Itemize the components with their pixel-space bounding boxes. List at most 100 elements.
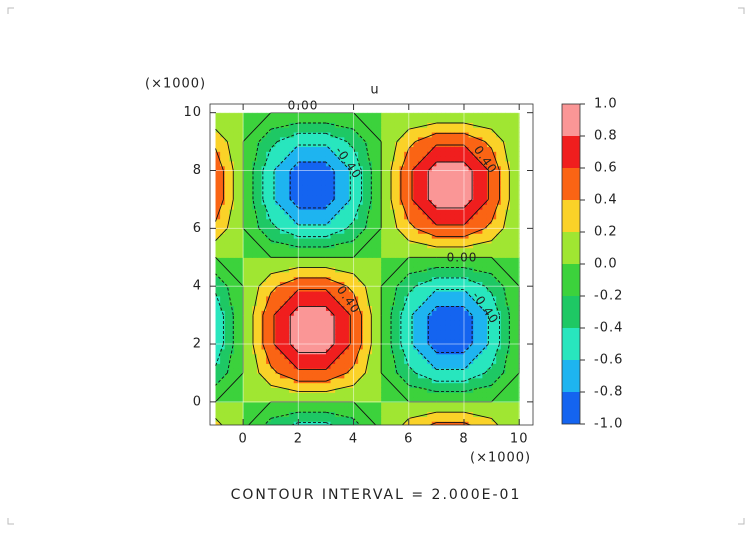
contour-cell: [261, 141, 267, 148]
contour-cell: [247, 305, 253, 311]
contour-cell: [492, 426, 497, 431]
contour-cell: [289, 209, 295, 215]
contour-cell: [289, 189, 295, 196]
contour-cell: [275, 151, 281, 157]
contour-cell: [491, 112, 497, 119]
contour-cell: [312, 406, 318, 413]
contour-cell: [321, 165, 327, 172]
contour-cell: [486, 247, 493, 254]
contour-cell: [427, 189, 433, 196]
contour-cell: [302, 397, 309, 403]
contour-cell: [298, 218, 304, 225]
contour-cell: [293, 160, 299, 167]
contour-cell: [353, 122, 359, 128]
contour-cell: [233, 189, 240, 196]
contour-cell: [477, 372, 483, 379]
contour-cell: [445, 377, 451, 384]
contour-cell: [330, 421, 336, 425]
contour-cell: [312, 411, 318, 417]
contour-cell: [482, 300, 488, 307]
contour-line: [353, 199, 362, 222]
contour-cell: [229, 281, 235, 287]
contour-cell: [427, 223, 433, 229]
contour-cell: [477, 184, 483, 191]
contour-cell: [376, 397, 382, 403]
contour-cell: [431, 324, 437, 331]
contour-cell: [243, 406, 249, 413]
contour-cell: [270, 141, 276, 148]
contour-cell: [293, 281, 299, 287]
contour-cell: [427, 151, 433, 157]
contour-cell: [431, 358, 437, 364]
contour-line: [262, 148, 272, 171]
contour-cell: [247, 324, 253, 331]
contour-cell: [252, 358, 258, 364]
contour-cell: [362, 146, 368, 152]
contour-cell: [482, 397, 488, 403]
contour-cell: [325, 305, 332, 311]
contour-cell: [450, 406, 456, 413]
contour-cell: [252, 247, 258, 254]
contour-cell: [408, 204, 414, 210]
contour-cell: [279, 397, 286, 403]
contour-cell: [289, 184, 295, 191]
contour-cell: [330, 213, 336, 220]
contour-cell: [509, 363, 516, 369]
contour-cell: [404, 319, 410, 326]
contour-cell: [224, 252, 230, 258]
contour-cell: [486, 276, 493, 282]
contour-cell: [270, 237, 276, 244]
contour-cell: [463, 411, 470, 417]
contour-cell: [289, 305, 295, 311]
contour-cell: [270, 276, 276, 282]
contour-cell: [514, 329, 520, 335]
contour-cell: [252, 141, 258, 148]
contour-cell: [279, 122, 286, 128]
contour-cell: [486, 237, 493, 244]
colorbar-swatch: [562, 200, 580, 232]
contour-cell: [509, 112, 516, 119]
contour-cell: [473, 257, 479, 263]
contour-cell: [353, 406, 359, 413]
contour-cell: [302, 300, 309, 307]
contour-cell: [468, 262, 474, 268]
contour-cell: [335, 377, 341, 384]
chart-title: u: [370, 83, 379, 98]
contour-cell: [215, 334, 221, 340]
contour-cell: [298, 372, 304, 379]
contour-cell: [261, 156, 267, 162]
contour-cell: [298, 151, 304, 157]
contour-cell: [243, 319, 249, 326]
contour-cell: [440, 233, 447, 239]
contour-cell: [390, 247, 396, 254]
contour-cell: [482, 295, 488, 302]
contour-cell: [399, 122, 405, 128]
contour-cell: [468, 368, 474, 374]
contour-cell: [224, 348, 230, 355]
contour-cell: [353, 271, 359, 278]
contour-line: [325, 306, 335, 316]
contour-cell: [500, 276, 506, 282]
contour-cell: [496, 382, 502, 389]
contour-cell: [238, 382, 244, 389]
contour-cell: [450, 223, 456, 229]
contour-cell: [224, 291, 230, 297]
contour-cell: [473, 305, 479, 311]
contour-cell: [468, 160, 474, 167]
contour-cell: [284, 329, 290, 335]
contour-cell: [362, 363, 368, 369]
contour-cell: [256, 305, 263, 311]
contour-cell: [307, 136, 313, 143]
contour-cell: [353, 223, 359, 229]
contour-line: [325, 343, 351, 370]
contour-cell: [496, 156, 502, 162]
contour-cell: [477, 300, 483, 307]
contour-cell: [279, 257, 286, 263]
contour-cell: [261, 416, 267, 422]
contour-cell: [270, 353, 276, 360]
contour-cell: [385, 406, 391, 413]
contour-cell: [514, 406, 520, 413]
contour-cell: [325, 363, 332, 369]
contour-cell: [440, 339, 447, 345]
contour-cell: [491, 291, 497, 297]
